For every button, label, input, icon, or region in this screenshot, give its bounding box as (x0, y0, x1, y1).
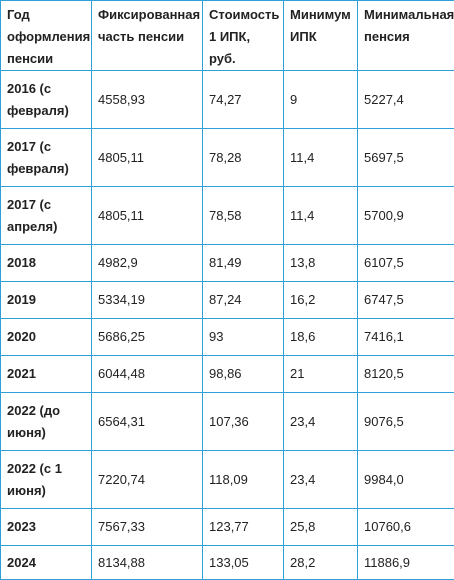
cell-fixed-part: 6044,48 (91, 355, 203, 393)
table-row: 2017 (с февраля) 4805,11 78,28 11,4 5697… (0, 128, 454, 187)
cell-min-ipk: 11,4 (283, 128, 358, 187)
header-fixed-part: Фиксированная часть пенсии (91, 0, 203, 71)
cell-fixed-part: 4805,11 (91, 128, 203, 187)
cell-min-pension: 7416,1 (357, 318, 454, 356)
table-row: 2021 6044,48 98,86 21 8120,5 (0, 355, 454, 393)
cell-min-pension: 10760,6 (357, 508, 454, 546)
cell-ipk-cost: 93 (202, 318, 284, 356)
cell-ipk-cost: 87,24 (202, 281, 284, 319)
cell-min-ipk: 9 (283, 70, 358, 129)
cell-min-ipk: 11,4 (283, 186, 358, 245)
header-year: Год оформления пенсии (0, 0, 92, 71)
cell-ipk-cost: 81,49 (202, 244, 284, 282)
cell-ipk-cost: 118,09 (202, 450, 284, 509)
cell-year: 2017 (с февраля) (0, 128, 92, 187)
cell-min-pension: 5697,5 (357, 128, 454, 187)
cell-year: 2018 (0, 244, 92, 282)
cell-year: 2019 (0, 281, 92, 319)
cell-min-ipk: 23,4 (283, 450, 358, 509)
header-row: Год оформления пенсии Фиксированная част… (0, 0, 454, 71)
cell-fixed-part: 7567,33 (91, 508, 203, 546)
cell-min-pension: 11886,9 (357, 545, 454, 580)
cell-min-ipk: 25,8 (283, 508, 358, 546)
table-row: 2017 (с апреля) 4805,11 78,58 11,4 5700,… (0, 186, 454, 245)
cell-ipk-cost: 74,27 (202, 70, 284, 129)
table-row: 2016 (с февраля) 4558,93 74,27 9 5227,4 (0, 70, 454, 129)
table-row: 2023 7567,33 123,77 25,8 10760,6 (0, 508, 454, 546)
cell-min-pension: 5227,4 (357, 70, 454, 129)
cell-fixed-part: 4558,93 (91, 70, 203, 129)
table-header: Год оформления пенсии Фиксированная част… (0, 0, 454, 71)
cell-fixed-part: 6564,31 (91, 392, 203, 451)
cell-min-ipk: 23,4 (283, 392, 358, 451)
header-min-pension: Минимальная пенсия (357, 0, 454, 71)
table-row: 2020 5686,25 93 18,6 7416,1 (0, 318, 454, 356)
cell-fixed-part: 7220,74 (91, 450, 203, 509)
cell-year: 2023 (0, 508, 92, 546)
cell-min-ipk: 18,6 (283, 318, 358, 356)
cell-min-pension: 8120,5 (357, 355, 454, 393)
cell-year: 2022 (с 1 июня) (0, 450, 92, 509)
table-row: 2022 (с 1 июня) 7220,74 118,09 23,4 9984… (0, 450, 454, 509)
cell-fixed-part: 8134,88 (91, 545, 203, 580)
cell-fixed-part: 4982,9 (91, 244, 203, 282)
cell-year: 2020 (0, 318, 92, 356)
header-min-ipk: Минимум ИПК (283, 0, 358, 71)
cell-ipk-cost: 78,58 (202, 186, 284, 245)
table-row: 2018 4982,9 81,49 13,8 6107,5 (0, 244, 454, 282)
cell-ipk-cost: 98,86 (202, 355, 284, 393)
cell-min-ipk: 28,2 (283, 545, 358, 580)
cell-min-pension: 6747,5 (357, 281, 454, 319)
cell-min-pension: 5700,9 (357, 186, 454, 245)
cell-fixed-part: 4805,11 (91, 186, 203, 245)
cell-year: 2021 (0, 355, 92, 393)
cell-min-ipk: 21 (283, 355, 358, 393)
table-body: 2016 (с февраля) 4558,93 74,27 9 5227,4 … (0, 70, 454, 580)
table-row: 2024 8134,88 133,05 28,2 11886,9 (0, 545, 454, 580)
cell-min-pension: 9984,0 (357, 450, 454, 509)
cell-ipk-cost: 107,36 (202, 392, 284, 451)
cell-year: 2017 (с апреля) (0, 186, 92, 245)
cell-year: 2024 (0, 545, 92, 580)
cell-min-pension: 6107,5 (357, 244, 454, 282)
cell-fixed-part: 5334,19 (91, 281, 203, 319)
cell-ipk-cost: 133,05 (202, 545, 284, 580)
cell-min-ipk: 13,8 (283, 244, 358, 282)
table-row: 2022 (до июня) 6564,31 107,36 23,4 9076,… (0, 392, 454, 451)
cell-year: 2022 (до июня) (0, 392, 92, 451)
cell-fixed-part: 5686,25 (91, 318, 203, 356)
cell-ipk-cost: 123,77 (202, 508, 284, 546)
table-row: 2019 5334,19 87,24 16,2 6747,5 (0, 281, 454, 319)
header-ipk-cost: Стоимость 1 ИПК, руб. (202, 0, 284, 71)
cell-min-ipk: 16,2 (283, 281, 358, 319)
cell-min-pension: 9076,5 (357, 392, 454, 451)
cell-year: 2016 (с февраля) (0, 70, 92, 129)
cell-ipk-cost: 78,28 (202, 128, 284, 187)
